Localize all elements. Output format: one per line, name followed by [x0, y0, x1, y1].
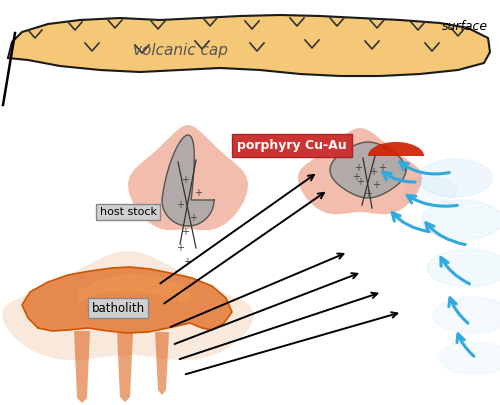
Ellipse shape — [402, 177, 458, 202]
Text: batholith: batholith — [92, 301, 144, 315]
Text: volcanic cap: volcanic cap — [132, 43, 228, 58]
Text: +: + — [183, 257, 191, 267]
Text: +: + — [176, 200, 184, 210]
Ellipse shape — [418, 159, 492, 197]
Polygon shape — [162, 135, 214, 226]
Polygon shape — [22, 267, 232, 333]
Polygon shape — [117, 333, 133, 402]
Text: +: + — [189, 213, 197, 223]
Ellipse shape — [439, 342, 500, 374]
Ellipse shape — [433, 297, 500, 333]
Text: host stock: host stock — [100, 207, 156, 217]
Text: +: + — [176, 243, 184, 253]
Polygon shape — [2, 251, 254, 360]
Text: +: + — [194, 188, 202, 198]
Text: +: + — [352, 172, 360, 182]
Text: +: + — [181, 227, 189, 237]
Polygon shape — [74, 331, 90, 403]
Text: porphyry Cu-Au: porphyry Cu-Au — [237, 139, 347, 151]
Polygon shape — [155, 332, 169, 395]
Polygon shape — [8, 15, 490, 76]
Text: +: + — [181, 175, 189, 185]
Polygon shape — [330, 142, 406, 198]
Text: +: + — [372, 180, 380, 190]
Ellipse shape — [422, 200, 500, 240]
Text: +: + — [354, 163, 362, 173]
Text: +: + — [364, 189, 372, 199]
Text: +: + — [356, 177, 364, 187]
Ellipse shape — [427, 249, 500, 287]
Polygon shape — [298, 128, 422, 214]
Text: surface: surface — [442, 20, 488, 33]
Polygon shape — [368, 142, 424, 156]
Polygon shape — [22, 267, 232, 333]
Text: +: + — [378, 163, 386, 173]
Text: +: + — [369, 167, 377, 177]
Polygon shape — [128, 125, 248, 230]
Polygon shape — [78, 273, 192, 303]
